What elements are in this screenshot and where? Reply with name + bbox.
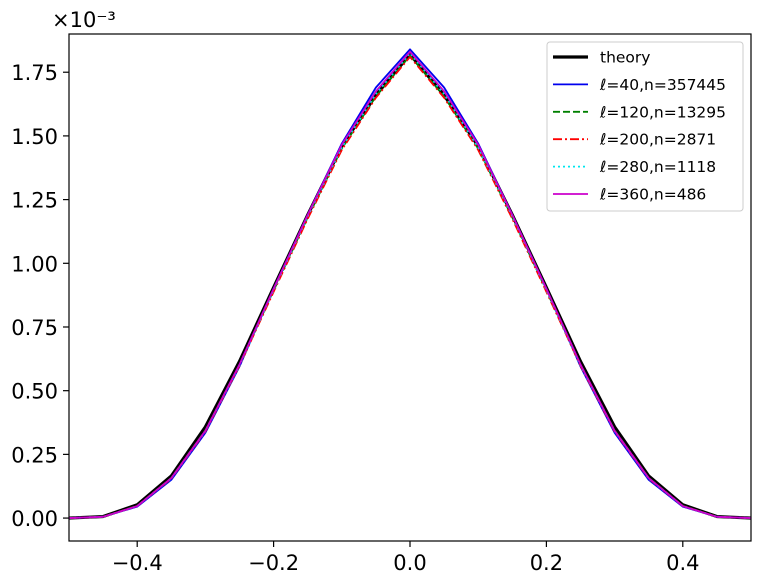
legend-entry-label: ℓ=200,n=2871 — [599, 131, 716, 149]
y-tick-label: 1.25 — [11, 189, 58, 213]
y-axis: 0.00 0.25 0.50 0.75 1.00 1.25 1.50 1.75 — [11, 61, 69, 531]
series-layer — [68, 48, 752, 520]
y-tick-label: 1.75 — [11, 61, 58, 85]
legend-box — [546, 41, 744, 212]
x-tick-label: −0.2 — [248, 551, 299, 575]
y-tick-label: 1.50 — [11, 125, 58, 149]
x-tick-label: −0.4 — [112, 551, 163, 575]
x-axis: −0.4 −0.2 0.0 0.2 0.4 — [112, 541, 700, 575]
series-line-5 — [68, 50, 752, 519]
legend-entry-label: ℓ=40,n=357445 — [599, 76, 726, 94]
x-tick-label: 0.0 — [393, 551, 426, 575]
y-axis-scale-label: ×10⁻³ — [52, 8, 116, 32]
legend-entry-label: ℓ=280,n=1118 — [599, 158, 716, 176]
y-tick-label: 0.50 — [11, 380, 58, 404]
legend: theory ℓ=40,n=357445 ℓ=120,n=13295 ℓ=200,n=… — [546, 41, 744, 212]
series-line-0 — [68, 52, 752, 520]
x-tick-label: 0.4 — [666, 551, 699, 575]
y-tick-label: 1.00 — [11, 252, 58, 276]
y-tick-label: 0.00 — [11, 507, 58, 531]
y-tick-label: 0.75 — [11, 316, 58, 340]
legend-entry-label: theory — [600, 49, 650, 67]
x-tick-label: 0.2 — [530, 551, 563, 575]
legend-entry-label: ℓ=360,n=486 — [599, 186, 706, 204]
legend-entry-label: ℓ=120,n=13295 — [599, 103, 726, 121]
y-tick-label: 0.25 — [11, 443, 58, 467]
